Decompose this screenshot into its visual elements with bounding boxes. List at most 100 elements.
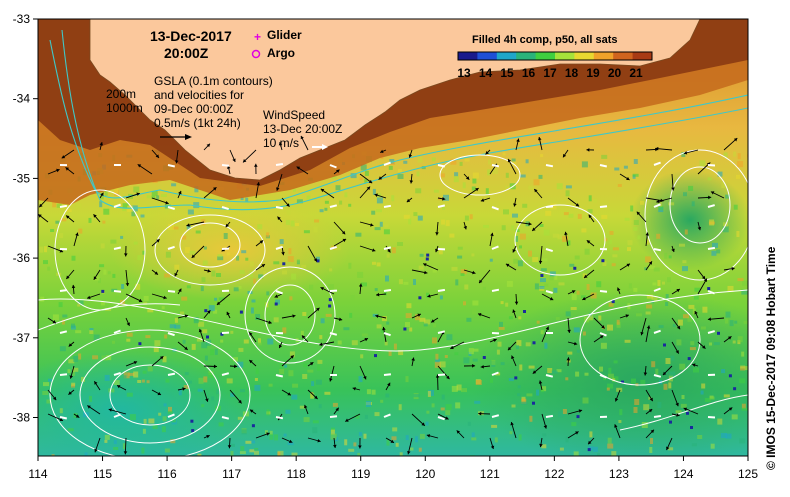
sst-pixel: [711, 444, 715, 449]
sst-pixel: [161, 194, 167, 197]
sst-pixel: [154, 347, 159, 352]
sst-pixel: [302, 374, 307, 379]
sst-pixel: [575, 256, 580, 260]
sst-pixel: [457, 256, 462, 259]
sst-pixel: [414, 394, 420, 397]
sst-pixel: [289, 296, 292, 300]
sst-pixel: [336, 185, 341, 190]
sst-pixel: [396, 443, 399, 447]
sst-pixel: [89, 330, 93, 334]
sst-pixel: [449, 234, 454, 238]
sst-pixel: [274, 317, 279, 322]
sst-pixel: [424, 323, 428, 326]
sst-pixel: [267, 339, 273, 345]
sst-pixel: [245, 441, 251, 444]
sst-pixel: [112, 274, 115, 278]
timestamp-date: 13-Dec-2017: [150, 28, 232, 45]
sst-pixel: [156, 195, 159, 199]
sst-pixel: [529, 416, 532, 422]
sst-pixel: [39, 247, 43, 253]
sst-pixel: [446, 334, 452, 340]
sst-pixel: [389, 166, 393, 170]
sst-pixel: [640, 201, 644, 205]
sst-pixel: [185, 247, 190, 253]
sst-pixel: [245, 198, 248, 202]
sst-pixel: [89, 218, 92, 223]
sst-pixel: [607, 444, 613, 449]
sst-pixel: [745, 366, 750, 370]
sst-pixel: [78, 229, 82, 234]
sst-pixel: [528, 186, 533, 190]
sst-pixel: [348, 263, 351, 269]
sst-pixel: [559, 282, 565, 285]
sst-cold-pixel: [733, 387, 736, 390]
sst-pixel: [690, 347, 696, 350]
sst-pixel: [463, 301, 466, 305]
sst-pixel: [220, 340, 223, 343]
sst-pixel: [170, 324, 176, 328]
sst-pixel: [326, 314, 332, 317]
sst-pixel: [513, 259, 518, 264]
sst-pixel: [471, 253, 474, 256]
sst-pixel: [571, 422, 576, 426]
sst-pixel: [189, 381, 192, 384]
sst-pixel: [343, 327, 349, 330]
sst-pixel: [666, 294, 669, 299]
sst-pixel: [257, 224, 262, 229]
sst-pixel: [185, 372, 189, 375]
cool-water-east-center: [630, 170, 750, 270]
sst-pixel: [137, 200, 140, 204]
sst-pixel: [655, 369, 658, 375]
isobath-labels: 200m 1000m: [106, 87, 143, 115]
sst-pixel: [75, 330, 81, 333]
wind-arrow: [60, 374, 67, 375]
sst-pixel: [520, 175, 526, 178]
sst-cold-pixel: [601, 259, 604, 262]
sst-pixel: [282, 270, 287, 274]
sst-pixel: [344, 439, 347, 445]
sst-pixel: [711, 251, 716, 256]
sst-pixel: [664, 253, 667, 259]
sst-pixel: [211, 396, 214, 400]
lon-tick-label: 124: [673, 467, 693, 481]
sst-pixel: [625, 218, 630, 221]
sst-pixel: [224, 233, 228, 239]
sst-pixel: [163, 416, 167, 421]
sst-pixel: [187, 285, 191, 288]
sst-pixel: [566, 190, 570, 196]
lat-tick-label: -34: [13, 92, 31, 106]
sst-pixel: [304, 230, 310, 233]
glider-marker: +: [254, 30, 261, 44]
sst-pixel: [651, 361, 655, 367]
sst-pixel: [307, 370, 313, 373]
sst-cold-pixel: [707, 287, 710, 290]
sst-pixel: [633, 288, 637, 292]
wind-arrow: [438, 290, 445, 291]
sst-pixel: [102, 221, 105, 224]
colorbar-tick-label: 13: [452, 66, 476, 80]
sst-pixel: [658, 206, 663, 210]
sst-pixel: [215, 349, 218, 355]
sst-pixel: [319, 335, 322, 339]
lat-tick-label: -35: [13, 171, 31, 185]
sst-pixel: [311, 381, 314, 386]
sst-pixel: [577, 350, 580, 353]
sst-pixel: [263, 271, 266, 274]
sst-cold-pixel: [426, 258, 429, 261]
sst-pixel: [733, 152, 736, 157]
sst-pixel: [254, 448, 258, 451]
sst-pixel: [43, 382, 49, 386]
sst-pixel: [472, 432, 475, 437]
sst-pixel: [633, 174, 639, 177]
sst-pixel: [737, 161, 743, 167]
sst-cold-pixel: [483, 356, 486, 359]
sst-pixel: [637, 235, 640, 239]
sst-pixel: [474, 401, 480, 404]
wind-arrow: [708, 248, 715, 249]
sst-pixel: [526, 342, 531, 346]
sst-pixel: [92, 355, 98, 359]
sst-pixel: [405, 322, 410, 327]
sst-pixel: [359, 376, 363, 382]
sst-pixel: [682, 395, 685, 399]
sst-pixel: [291, 274, 296, 280]
